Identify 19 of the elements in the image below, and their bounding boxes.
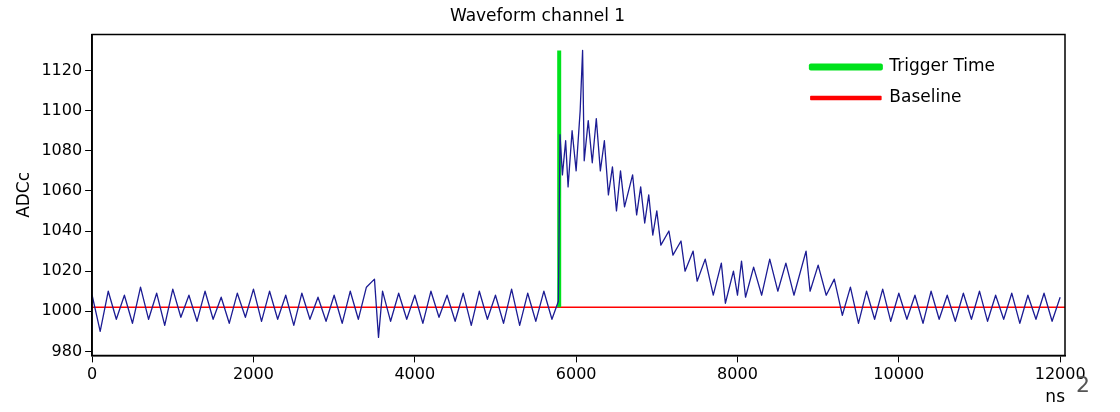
y-tick-label: 1040 — [41, 220, 83, 240]
x-tick-label: 10000 — [873, 364, 925, 384]
x-axis-title: ns — [1045, 386, 1066, 407]
y-tick-label: 1120 — [41, 59, 83, 79]
y-tick-label: 1020 — [41, 260, 83, 280]
y-tick-label: 1000 — [41, 300, 83, 320]
y-tick-label: 980 — [51, 340, 83, 360]
x-tick-label: 2000 — [233, 364, 274, 384]
x-tick-label: 0 — [87, 364, 98, 384]
y-tick-label: 1100 — [41, 99, 83, 119]
y-tick-label: 1080 — [41, 139, 83, 159]
chart-title: Waveform channel 1 — [449, 4, 626, 25]
x-tick-label: 4000 — [394, 364, 436, 384]
legend-label: Trigger Time — [888, 55, 995, 76]
y-axis-title: ADCc — [12, 171, 33, 218]
legend-label: Baseline — [889, 86, 962, 107]
y-tick-label: 1060 — [41, 180, 83, 200]
x-tick-label: 6000 — [555, 364, 597, 384]
x-tick-label: 8000 — [717, 364, 758, 384]
